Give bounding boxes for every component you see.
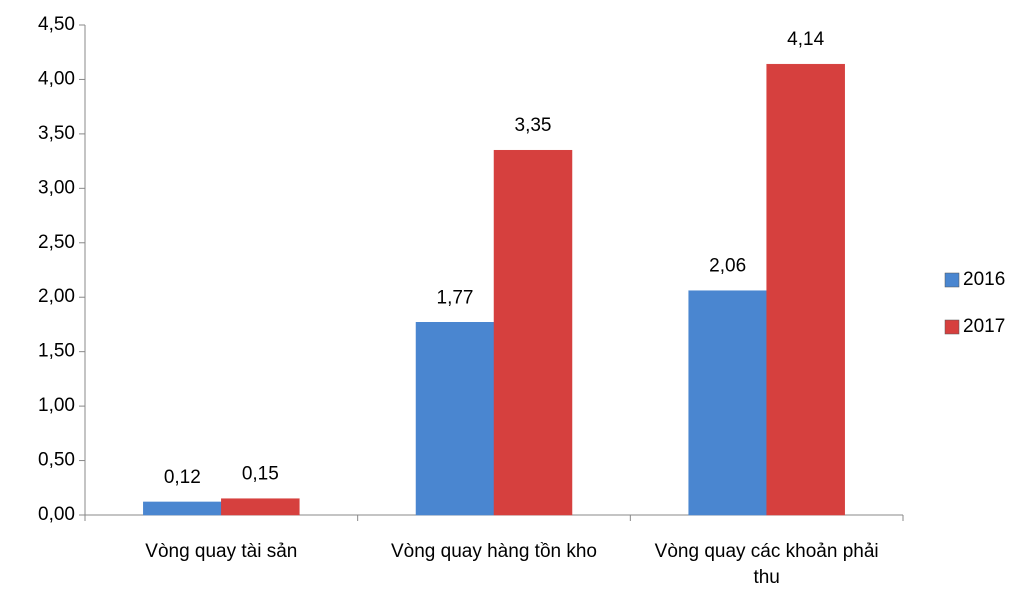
y-tick-label: 4,50 bbox=[38, 14, 75, 35]
y-tick-label: 0,50 bbox=[38, 450, 75, 471]
y-tick-label: 3,50 bbox=[38, 123, 75, 144]
y-tick-label: 1,00 bbox=[38, 395, 75, 416]
bar bbox=[688, 290, 767, 516]
bar bbox=[143, 501, 222, 516]
legend-label: 2017 bbox=[963, 316, 1005, 337]
y-tick-label: 3,00 bbox=[38, 177, 75, 198]
y-tick-label: 0,00 bbox=[38, 504, 75, 525]
value-label: 0,15 bbox=[242, 464, 279, 485]
y-tick-label: 4,00 bbox=[38, 68, 75, 89]
bar bbox=[221, 498, 300, 516]
x-tick-label: Vòng quay các khoản phải thu bbox=[654, 541, 879, 588]
y-tick-label: 1,50 bbox=[38, 341, 75, 362]
value-label: 4,14 bbox=[787, 29, 824, 50]
value-label: 1,77 bbox=[437, 287, 474, 308]
x-tick-label: Vòng quay tài sản bbox=[145, 541, 298, 562]
bar bbox=[766, 63, 845, 516]
value-label: 2,06 bbox=[709, 256, 746, 277]
bar bbox=[415, 322, 495, 516]
bar bbox=[493, 149, 573, 516]
legend-label: 2016 bbox=[963, 269, 1005, 290]
legend-swatch bbox=[944, 272, 960, 288]
y-tick-label: 2,50 bbox=[38, 232, 75, 253]
value-label: 3,35 bbox=[515, 115, 552, 136]
value-label: 0,12 bbox=[164, 467, 201, 488]
legend-swatch bbox=[944, 319, 960, 335]
y-tick-label: 2,00 bbox=[38, 286, 75, 307]
x-tick-label: Vòng quay hàng tồn kho bbox=[390, 541, 597, 562]
